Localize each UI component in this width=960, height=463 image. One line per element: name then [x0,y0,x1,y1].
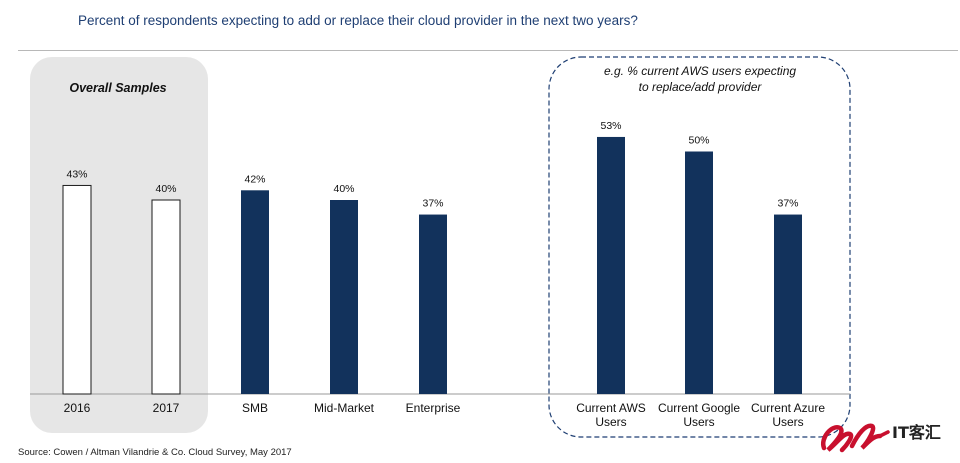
value-label-current-aws-users: 53% [600,120,621,132]
bars-group [62,136,802,395]
source-note: Source: Cowen / Altman Vilandrie & Co. C… [18,447,292,458]
value-label-smb: 42% [244,173,265,185]
value-label-2016: 43% [66,168,87,180]
aws-note-box [548,56,851,438]
aws-note-line1: e.g. % current AWS users expecting [604,64,796,78]
value-label-enterprise: 37% [422,198,443,210]
itkehui-logo: IT客汇 [820,423,941,453]
category-label-current-google-users-line2: Users [683,415,714,429]
value-label-current-google-users: 50% [688,135,709,147]
category-label-current-azure-users-line2: Users [772,415,803,429]
value-label-current-azure-users: 37% [777,198,798,210]
chart-title: Percent of respondents expecting to add … [78,13,638,28]
bar-enterprise [419,214,447,394]
value-label-2017: 40% [155,183,176,195]
logo-text: IT客汇 [892,423,941,442]
logo-tail [878,430,890,438]
bar-mid-market [330,200,358,394]
category-label-2016: 2016 [64,401,91,415]
value-labels-group: 43% 40% 42% 40% 37% 53% 50% 37% [66,120,798,210]
logo-swoosh-2 [849,423,883,450]
category-labels-group: 2016 2017 SMB Mid-Market Enterprise Current A… [64,401,826,429]
bar-smb [241,190,269,394]
category-label-smb: SMB [242,401,268,415]
title-divider [18,50,958,51]
category-label-mid-market: Mid-Market [314,401,375,415]
overall-samples-panel [30,57,208,433]
logo-swoosh-1 [820,425,854,453]
bar-current-aws-users [597,136,625,394]
bar-current-google-users [685,151,713,394]
bar-2017 [151,199,181,395]
value-label-mid-market: 40% [333,183,354,195]
category-label-2017: 2017 [153,401,180,415]
aws-note-line2: to replace/add provider [639,80,763,94]
category-label-enterprise: Enterprise [406,401,461,415]
bar-current-azure-users [774,214,802,394]
category-label-current-google-users-line1: Current Google [658,401,740,415]
category-label-current-aws-users-line2: Users [595,415,626,429]
overall-samples-label: Overall Samples [69,81,166,95]
category-label-current-azure-users-line1: Current Azure [751,401,825,415]
bar-2016 [62,184,92,395]
category-label-current-aws-users-line1: Current AWS [576,401,646,415]
